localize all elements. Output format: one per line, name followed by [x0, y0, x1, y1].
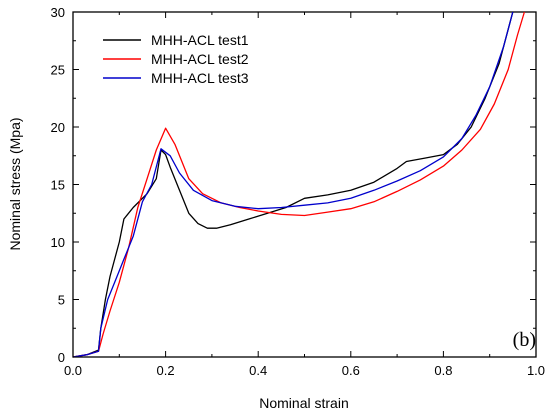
- legend-label-1: MHH-ACL test1: [151, 32, 249, 48]
- plot-frame: [72, 11, 537, 358]
- y-axis-title: Nominal stress (Mpa): [7, 117, 23, 250]
- axis-ticks: [72, 11, 537, 358]
- legend-label-2: MHH-ACL test2: [151, 51, 249, 67]
- x-tick-label: 0.8: [434, 363, 452, 378]
- series-line-1: [72, 11, 514, 358]
- curves: [72, 11, 526, 358]
- y-tick-label: 10: [51, 235, 65, 250]
- y-tick-label: 30: [51, 5, 65, 20]
- series-line-3: [72, 11, 514, 358]
- y-tick-label: 15: [51, 178, 65, 193]
- x-tick-label: 0.2: [157, 363, 175, 378]
- legend-label-3: MHH-ACL test3: [151, 70, 249, 86]
- x-axis-title: Nominal strain: [259, 395, 348, 411]
- y-tick-label: 0: [58, 350, 65, 365]
- axis-tick-labels: 0.0 0.2 0.4 0.6 0.8 1.0 0 5 10 15 20 25 30: [51, 5, 546, 378]
- series-line-2: [72, 11, 526, 358]
- y-tick-label: 25: [51, 63, 65, 78]
- x-tick-label: 0.0: [64, 363, 82, 378]
- x-tick-label: 0.6: [342, 363, 360, 378]
- x-tick-label: 0.4: [249, 363, 267, 378]
- panel-label: (b): [513, 329, 536, 351]
- y-tick-label: 5: [58, 293, 65, 308]
- legend: MHH-ACL test1 MHH-ACL test2 MHH-ACL test3: [103, 32, 249, 86]
- x-tick-label: 1.0: [527, 363, 545, 378]
- y-tick-label: 20: [51, 120, 65, 135]
